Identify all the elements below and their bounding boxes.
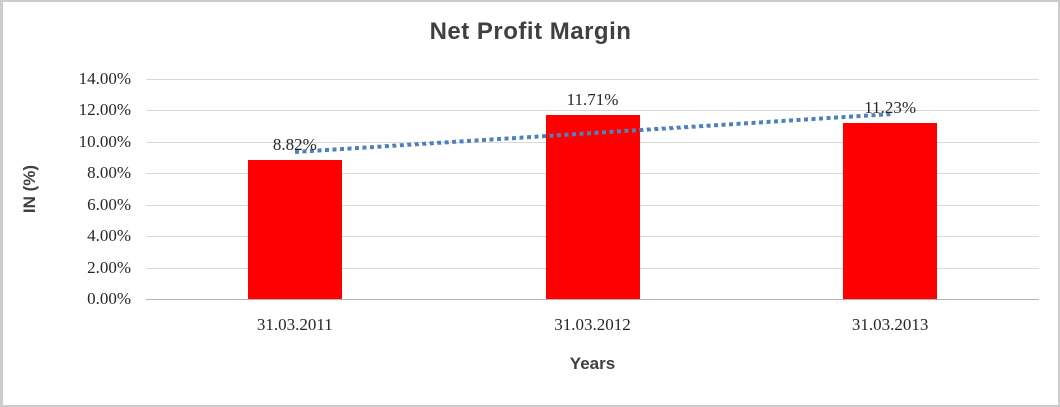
x-tick-label: 31.03.2012: [554, 315, 631, 334]
y-tick-label: 12.00%: [78, 100, 131, 120]
bar-31.03.2012: [545, 115, 640, 299]
y-tick-label: 4.00%: [87, 226, 131, 246]
y-tick-label: 8.00%: [87, 163, 131, 183]
y-tick-label: 0.00%: [87, 289, 131, 308]
chart-title: Net Profit Margin: [429, 18, 632, 45]
y-tick-label: 6.00%: [87, 194, 131, 214]
y-tick-label: 10.00%: [78, 131, 131, 151]
x-tick-label: 31.03.2013: [851, 315, 929, 334]
x-tick-label: 31.03.2011: [256, 315, 333, 334]
x-axis-line: [146, 299, 1039, 300]
x-axis-title: Years: [569, 354, 616, 373]
bar-data-label: 11.23%: [864, 97, 917, 117]
gridline: [146, 110, 1039, 112]
plot-area: 8.82% 11.71% 11.23%: [146, 79, 1039, 300]
bar-data-label: 8.82%: [272, 135, 317, 155]
y-tick-label: 14.00%: [78, 69, 131, 88]
gridline: [146, 79, 1039, 80]
bar-31.03.2013: [843, 122, 938, 299]
y-tick-label: 2.00%: [87, 257, 131, 277]
bar-data-label: 11.71%: [566, 89, 619, 109]
bar-31.03.2011: [247, 160, 342, 299]
